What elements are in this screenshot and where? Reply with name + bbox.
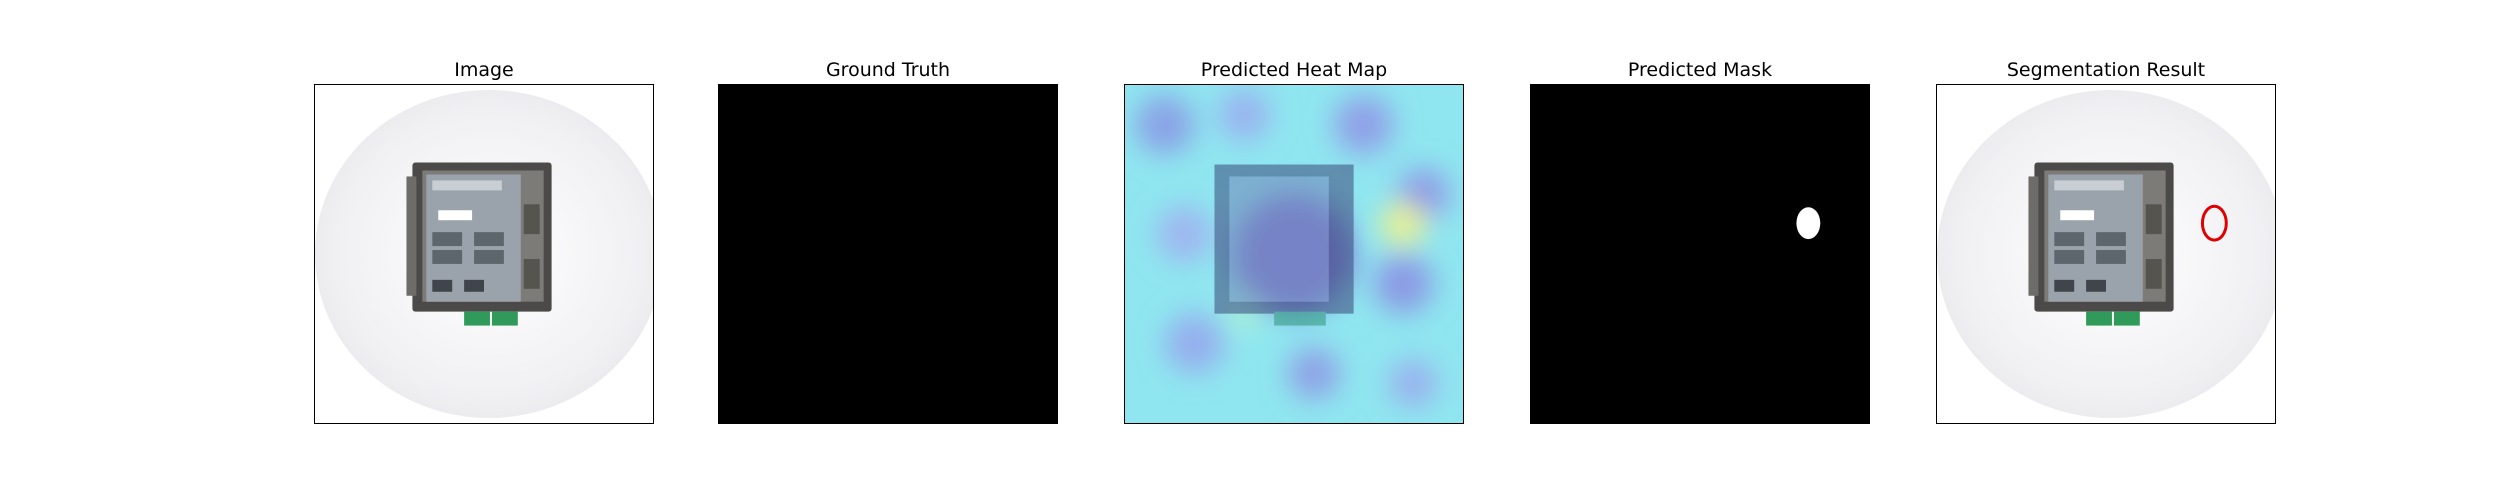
image-axes: [314, 84, 654, 424]
heatmap-axes: [1124, 84, 1464, 424]
ground-truth-mask: [719, 85, 1057, 423]
mask-axes: [1530, 84, 1870, 424]
segmentation-axes: [1936, 84, 2276, 424]
heatmap-image: [1125, 85, 1463, 423]
device-drawing-result: [2028, 162, 2174, 326]
ground-truth-axes: [718, 84, 1058, 424]
mask-region: [1796, 207, 1821, 240]
panel-title-mask: Predicted Mask: [1627, 59, 1773, 81]
panel-title-heatmap: Predicted Heat Map: [1200, 59, 1388, 81]
predicted-mask: [1531, 85, 1869, 423]
panel-title-segmentation: Segmentation Result: [2006, 59, 2206, 81]
device-drawing: [406, 162, 552, 326]
panel-title-ground-truth: Ground Truth: [825, 59, 951, 81]
input-image: [315, 85, 653, 423]
segmentation-image: [1937, 85, 2275, 423]
segmentation-contour: [2200, 204, 2228, 242]
heatmap-device-overlay: [1214, 164, 1354, 326]
panel-title-image: Image: [454, 59, 514, 81]
